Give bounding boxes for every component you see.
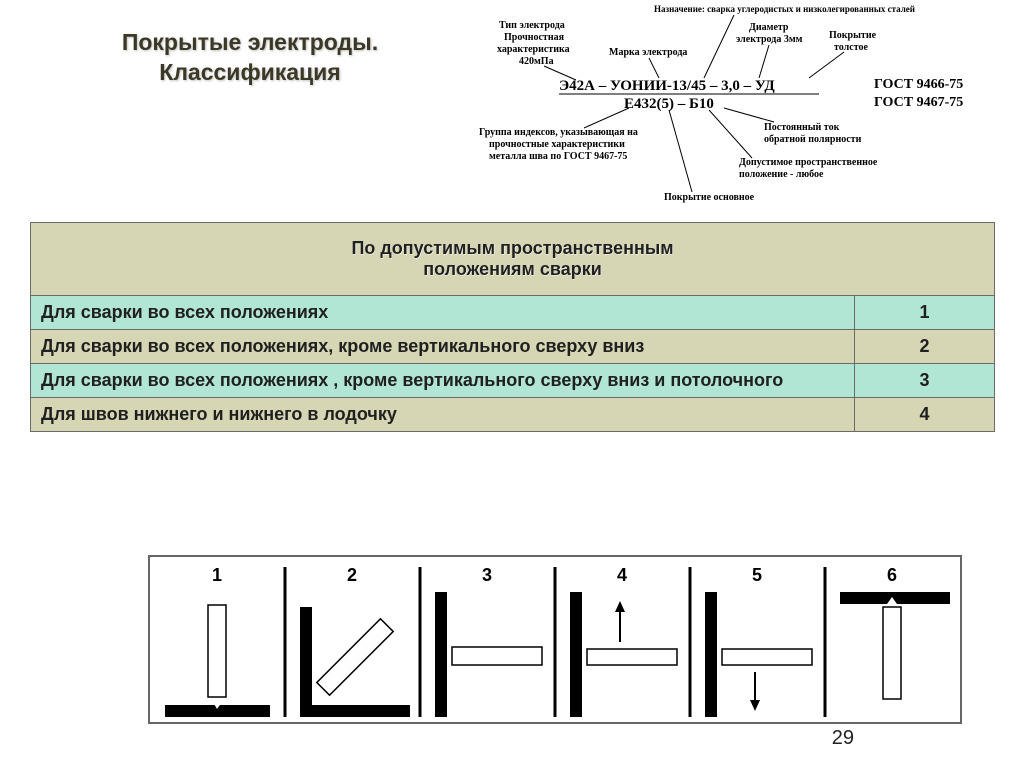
svg-text:электрода 3мм: электрода 3мм — [736, 34, 803, 45]
svg-text:Прочностная: Прочностная — [504, 32, 565, 43]
svg-text:2: 2 — [347, 565, 357, 585]
gost-1: ГОСТ 9466-75 — [874, 77, 963, 92]
svg-text:Постоянный ток: Постоянный ток — [764, 122, 840, 133]
page-title: Покрытые электроды. Классификация — [60, 28, 440, 88]
table-row: Для сварки во всех положениях 1 — [31, 296, 995, 330]
table-row: Для швов нижнего и нижнего в лодочку 4 — [31, 398, 995, 432]
position-pictograms: 1 2 3 4 5 6 — [148, 555, 962, 724]
svg-text:прочностные характеристики: прочностные характеристики — [489, 139, 625, 150]
svg-text:420мПа: 420мПа — [519, 56, 554, 67]
pictogram-2 — [300, 607, 410, 717]
marking-purpose: Назначение: сварка углеродистых и низкол… — [654, 4, 915, 14]
svg-text:5: 5 — [752, 565, 762, 585]
marking-code-line2: Е432(5) – Б10 — [624, 96, 714, 112]
svg-text:металла шва по ГОСТ 9467-75: металла шва по ГОСТ 9467-75 — [489, 151, 627, 162]
pictogram-4 — [570, 592, 677, 717]
title-line2: Классификация — [159, 59, 340, 85]
svg-text:1: 1 — [212, 565, 222, 585]
svg-text:Марка электрода: Марка электрода — [609, 47, 687, 58]
table-row: Для сварки во всех положениях, кроме вер… — [31, 330, 995, 364]
table-header: По допустимым пространственным положения… — [31, 223, 995, 296]
svg-text:Тип электрода: Тип электрода — [499, 20, 565, 31]
svg-text:характеристика: характеристика — [497, 44, 570, 55]
svg-text:4: 4 — [617, 565, 627, 585]
svg-text:толстое: толстое — [834, 42, 868, 53]
svg-text:Группа индексов, указывающая н: Группа индексов, указывающая на — [479, 127, 638, 138]
table-row: Для сварки во всех положениях , кроме ве… — [31, 364, 995, 398]
title-line1: Покрытые электроды. — [122, 29, 378, 55]
marking-code-line1: Э42А – УОНИИ-13/45 – 3,0 – УД — [559, 78, 775, 94]
page-number: 29 — [832, 727, 854, 750]
svg-text:6: 6 — [887, 565, 897, 585]
gost-2: ГОСТ 9467-75 — [874, 95, 963, 110]
svg-text:Покрытие основное: Покрытие основное — [664, 192, 755, 203]
svg-text:положение - любое: положение - любое — [739, 169, 824, 180]
pictogram-6 — [840, 592, 950, 699]
svg-text:Диаметр: Диаметр — [749, 22, 789, 33]
svg-text:3: 3 — [482, 565, 492, 585]
pictogram-3 — [435, 592, 542, 717]
electrode-marking-diagram: Назначение: сварка углеродистых и низкол… — [434, 0, 994, 210]
svg-text:Допустимое пространственное: Допустимое пространственное — [739, 157, 878, 168]
svg-text:Покрытие: Покрытие — [829, 30, 877, 41]
pictogram-5 — [705, 592, 812, 717]
svg-text:обратной полярности: обратной полярности — [764, 134, 862, 145]
pictogram-1 — [165, 605, 270, 717]
classification-table: По допустимым пространственным положения… — [30, 222, 995, 432]
